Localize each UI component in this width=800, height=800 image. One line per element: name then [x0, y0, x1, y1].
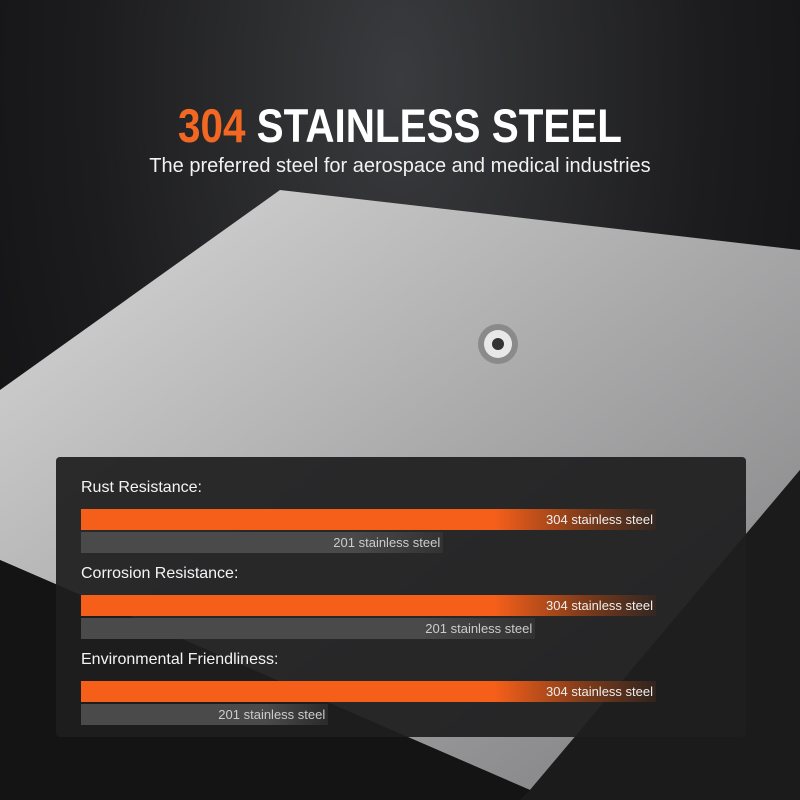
metric-label: Environmental Friendliness: — [81, 651, 279, 668]
bar-201: 201 stainless steel — [81, 618, 536, 639]
bar-label: 304 stainless steel — [546, 512, 653, 527]
title-accent: 304 — [177, 99, 246, 152]
lock-icon — [478, 324, 518, 364]
bar-201: 201 stainless steel — [81, 704, 329, 725]
page-title: 304 STAINLESS STEEL — [56, 98, 744, 153]
bar-label: 304 stainless steel — [546, 598, 653, 613]
bar-304: 304 stainless steel — [81, 681, 656, 702]
bar-201: 201 stainless steel — [81, 532, 444, 553]
bar-label: 201 stainless steel — [218, 707, 326, 722]
comparison-panel: Rust Resistance: 304 stainless steel 201 s… — [56, 457, 746, 737]
bar-label: 201 stainless steel — [333, 535, 441, 550]
bar-label: 304 stainless steel — [546, 684, 653, 699]
bar-304: 304 stainless steel — [81, 509, 656, 530]
bar-label: 201 stainless steel — [425, 621, 533, 636]
metric-label: Corrosion Resistance: — [81, 565, 239, 582]
title-rest: STAINLESS STEEL — [256, 99, 623, 152]
metric-label: Rust Resistance: — [81, 479, 202, 496]
bar-304: 304 stainless steel — [81, 595, 656, 616]
subtitle: The preferred steel for aerospace and me… — [149, 155, 651, 177]
